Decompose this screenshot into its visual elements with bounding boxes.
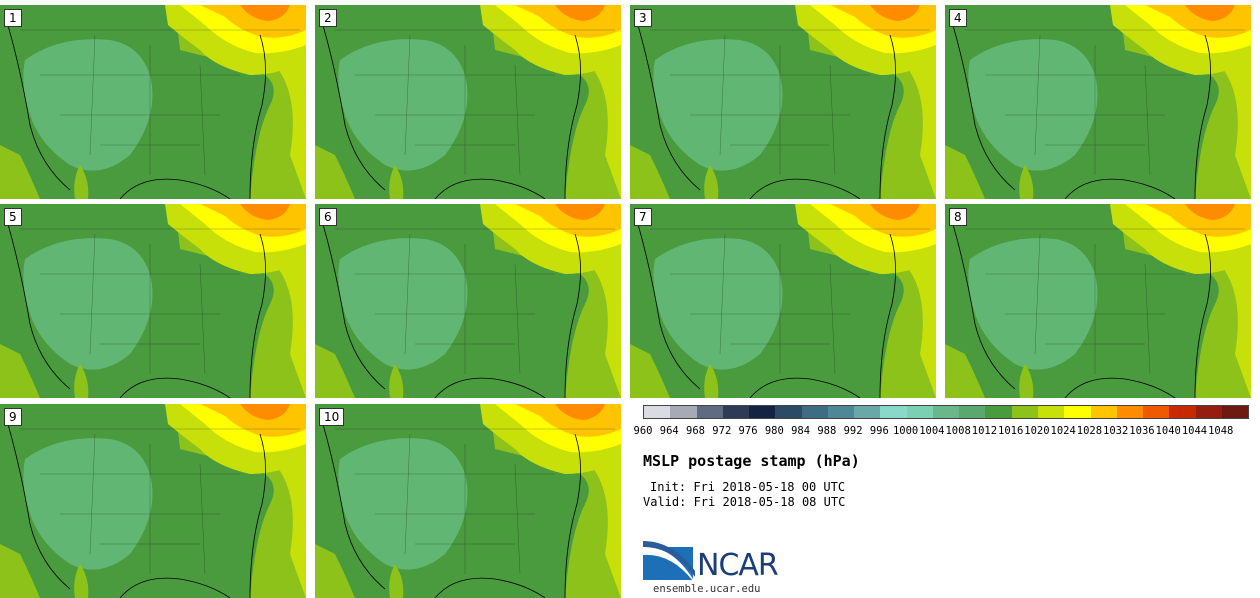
mslp-map [945,5,1251,199]
mslp-map [0,404,306,598]
legend-swatch [906,406,933,418]
color-legend: 960 964 968 972 976 980 984 988 992 996 1000 1004 10… [634,405,1260,439]
legend-tick-label: 1020 [1024,425,1050,437]
member-number-label: 7 [634,208,652,226]
ncar-swoosh-icon [643,541,695,581]
legend-swatch [670,406,697,418]
mslp-map [315,404,621,598]
legend-swatch [1221,406,1249,418]
legend-tick-label: 1008 [945,425,971,437]
member-number-label: 9 [4,408,22,426]
legend-swatch [644,406,671,418]
member-number-label: 1 [4,9,22,27]
legend-swatch [801,406,828,418]
logo-url: ensemble.ucar.edu [653,583,761,595]
legend-swatch [1195,406,1222,418]
time-info: Init: Fri 2018-05-18 00 UTC Valid: Fri 2… [643,480,845,510]
legend-swatch [827,406,855,418]
mslp-map [0,204,306,398]
legend-swatch [880,406,907,418]
legend-tick-label: 960 [633,425,653,437]
legend-tick-label: 1004 [919,425,945,437]
legend-swatch [932,406,960,418]
ncar-logo [643,541,695,585]
legend-swatch [775,406,802,418]
legend-tick-label: 1000 [892,425,919,437]
mslp-map [630,5,936,199]
legend-swatches [643,405,1249,419]
legend-tick-label: 972 [712,425,732,437]
init-time: Init: Fri 2018-05-18 00 UTC [650,480,846,494]
legend-tick-label: 964 [659,425,679,437]
logo-text: NCAR [697,548,779,583]
legend-tick-label: 1040 [1155,425,1181,437]
map-panel: 10 [315,404,621,598]
legend-swatch [959,406,986,418]
map-panel: 8 [945,204,1251,398]
legend-swatch [749,406,776,418]
member-number-label: 5 [4,208,22,226]
legend-swatch [1090,406,1117,418]
legend-tick-label: 988 [817,425,837,437]
mslp-map [945,204,1251,398]
legend-swatch [1037,406,1065,418]
legend-tick-label: 1024 [1050,425,1076,437]
legend-swatch [696,406,723,418]
legend-tick-label: 996 [869,425,889,437]
legend-tick-label: 1048 [1208,425,1234,437]
map-panel: 7 [630,204,936,398]
mslp-map [0,5,306,199]
legend-swatch [1143,406,1170,418]
map-panel: 2 [315,5,621,199]
member-number-label: 10 [319,408,345,426]
valid-time: Valid: Fri 2018-05-18 08 UTC [643,495,846,509]
member-number-label: 6 [319,208,337,226]
legend-tick-label: 1012 [971,425,998,437]
map-panel: 6 [315,204,621,398]
legend-swatch [722,406,750,418]
legend-tick-label: 1032 [1103,425,1129,437]
legend-swatch [1011,406,1038,418]
legend-tick-label: 980 [764,425,784,437]
legend-tick-label: 1044 [1181,425,1208,437]
mslp-map [630,204,936,398]
legend-tick-label: 1028 [1076,425,1103,437]
legend-swatch [1064,406,1091,418]
chart-title: MSLP postage stamp (hPa) [643,452,860,470]
member-number-label: 2 [319,9,337,27]
legend-tick-label: 992 [843,425,863,437]
member-number-label: 4 [949,9,967,27]
map-panel: 1 [0,5,306,199]
map-panel: 4 [945,5,1251,199]
mslp-map [315,5,621,199]
member-number-label: 3 [634,9,652,27]
legend-tick-label: 976 [738,425,758,437]
legend-tick-label: 984 [791,425,811,437]
mslp-map [315,204,621,398]
legend-swatch [985,406,1012,418]
legend-swatch [1116,406,1144,418]
member-number-label: 8 [949,208,967,226]
legend-tick-label: 1016 [997,425,1024,437]
map-panel: 5 [0,204,306,398]
legend-tick-label: 968 [686,425,705,437]
legend-tick-labels: 960 964 968 972 976 980 984 988 992 996 1000 1004 10… [634,425,1260,439]
legend-swatch [1169,406,1196,418]
legend-tick-label: 1036 [1129,425,1155,437]
legend-swatch [854,406,881,418]
map-panel: 9 [0,404,306,598]
map-panel: 3 [630,5,936,199]
